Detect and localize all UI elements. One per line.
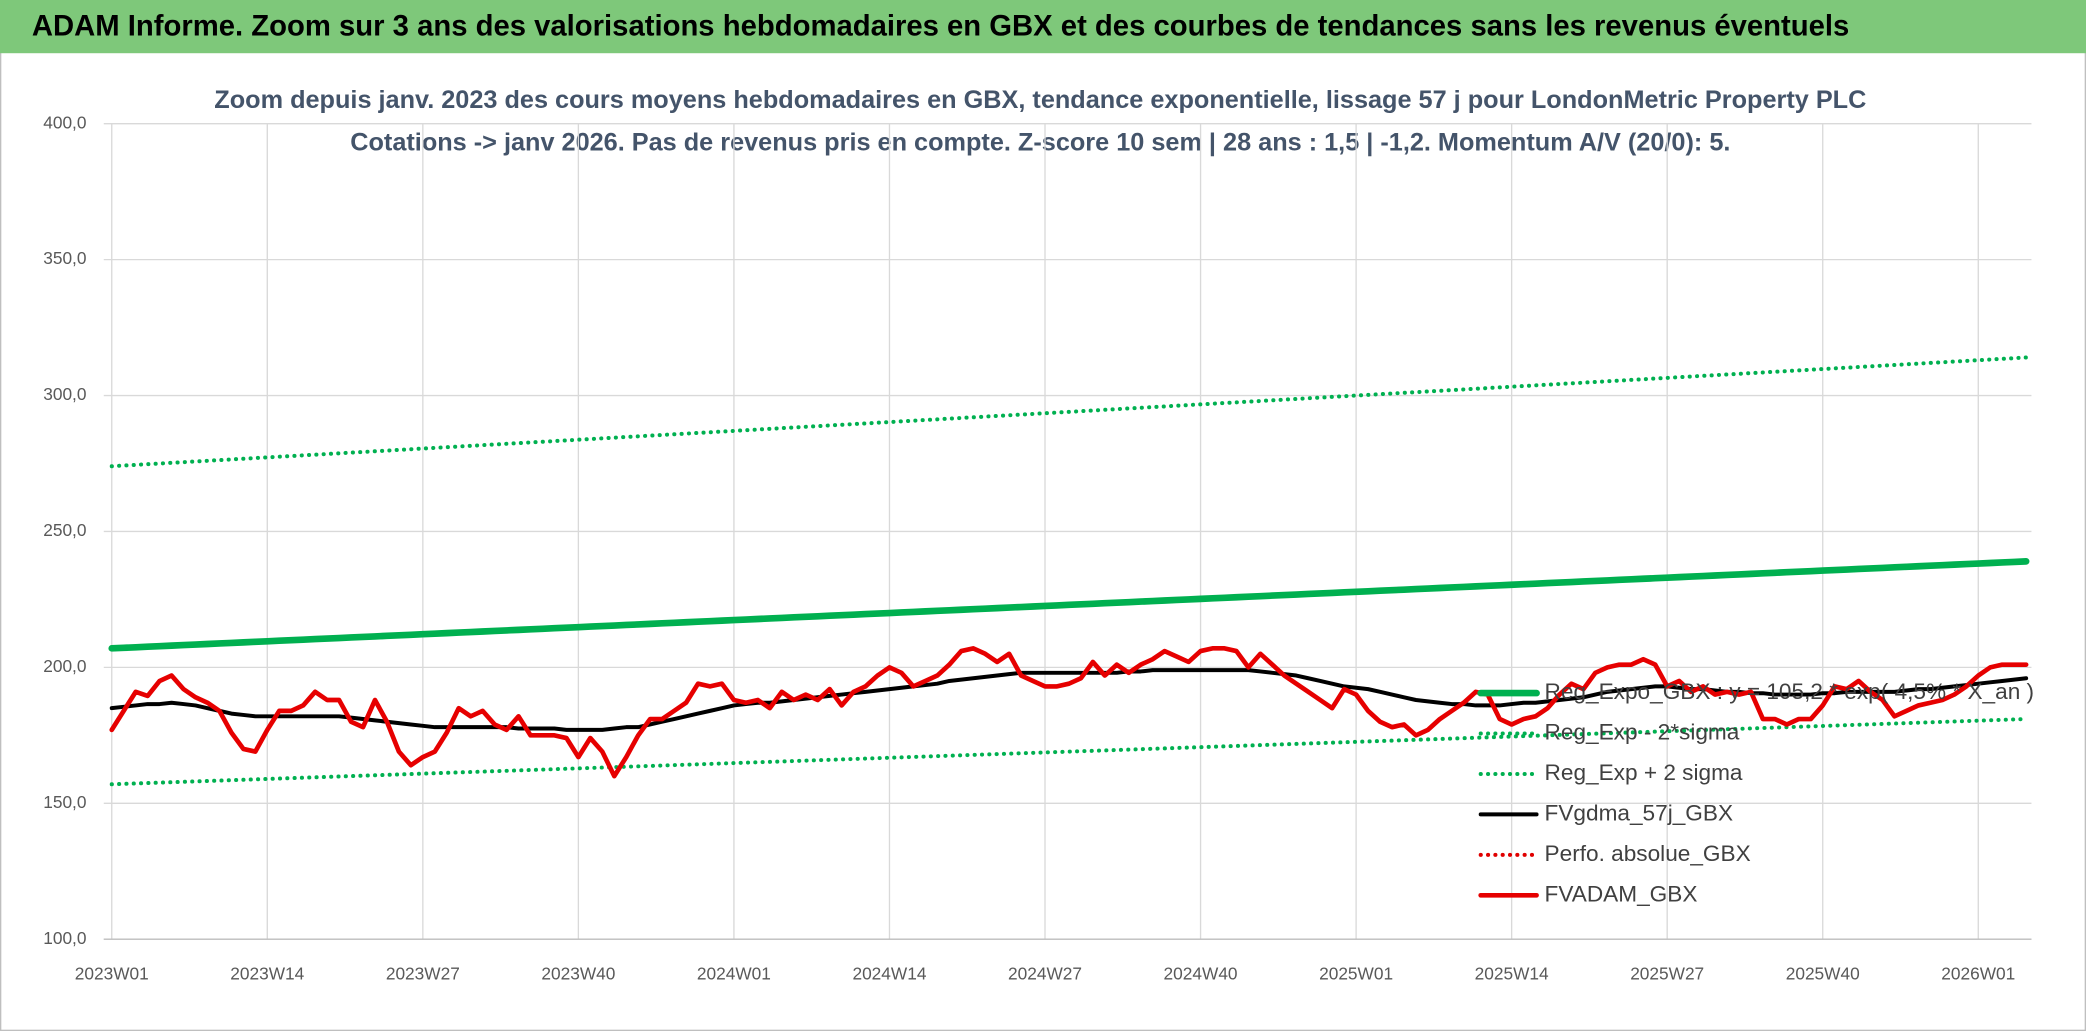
header-title: ADAM Informe. Zoom sur 3 ans des valoris… [32,11,1849,43]
y-tick-label: 400,0 [43,112,86,132]
x-tick-label: 2024W40 [1164,964,1238,984]
grid: 100,0 150,0 200,0 250,0 300,0 350,0 400,0 2023W… [43,112,2032,984]
series-line [109,646,2029,779]
legend-label: Reg_Expo_GBX : y = 105,2 * exp( 4,5% * X… [1545,679,2035,704]
y-tick-label: 200,0 [43,656,86,676]
x-tick-label: 2023W27 [386,964,460,984]
x-tick-label: 2026W01 [1941,964,2015,984]
series-line [109,717,2029,787]
legend-label: Reg_Exp + 2 sigma [1545,760,1743,785]
x-tick-label: 2023W14 [230,964,304,984]
legend-label: FVgdma_57j_GBX [1545,800,1734,825]
y-tick-label: 300,0 [43,384,86,404]
plot [108,355,2030,787]
series-line [108,558,2030,652]
chart-subtitle: Cotations -> janv 2026. Pas de revenus p… [350,128,1730,156]
y-tick-label: 100,0 [43,928,86,948]
x-tick-label: 2023W40 [541,964,615,984]
y-tick-label: 150,0 [43,792,86,812]
legend-label: Perfo. absolue_GBX [1545,841,1751,866]
chart-title: Zoom depuis janv. 2023 des cours moyens … [214,86,1866,114]
x-tick-label: 2024W01 [697,964,771,984]
legend: Reg_Expo_GBX : y = 105,2 * exp( 4,5% * X… [1477,679,2035,906]
header-bar [0,0,2086,54]
x-tick-label: 2024W14 [852,964,926,984]
x-tick-label: 2024W27 [1008,964,1082,984]
x-tick-label: 2025W01 [1319,964,1393,984]
y-tick-label: 250,0 [43,520,86,540]
x-tick-label: 2025W27 [1630,964,1704,984]
legend-label: Reg_Exp - 2*sigma [1545,720,1740,745]
x-tick-label: 2025W40 [1786,964,1860,984]
series-line [109,355,2029,469]
x-tick-label: 2023W01 [75,964,149,984]
x-tick-label: 2025W14 [1475,964,1549,984]
legend-label: FVADAM_GBX [1545,881,1698,906]
y-tick-label: 350,0 [43,248,86,268]
